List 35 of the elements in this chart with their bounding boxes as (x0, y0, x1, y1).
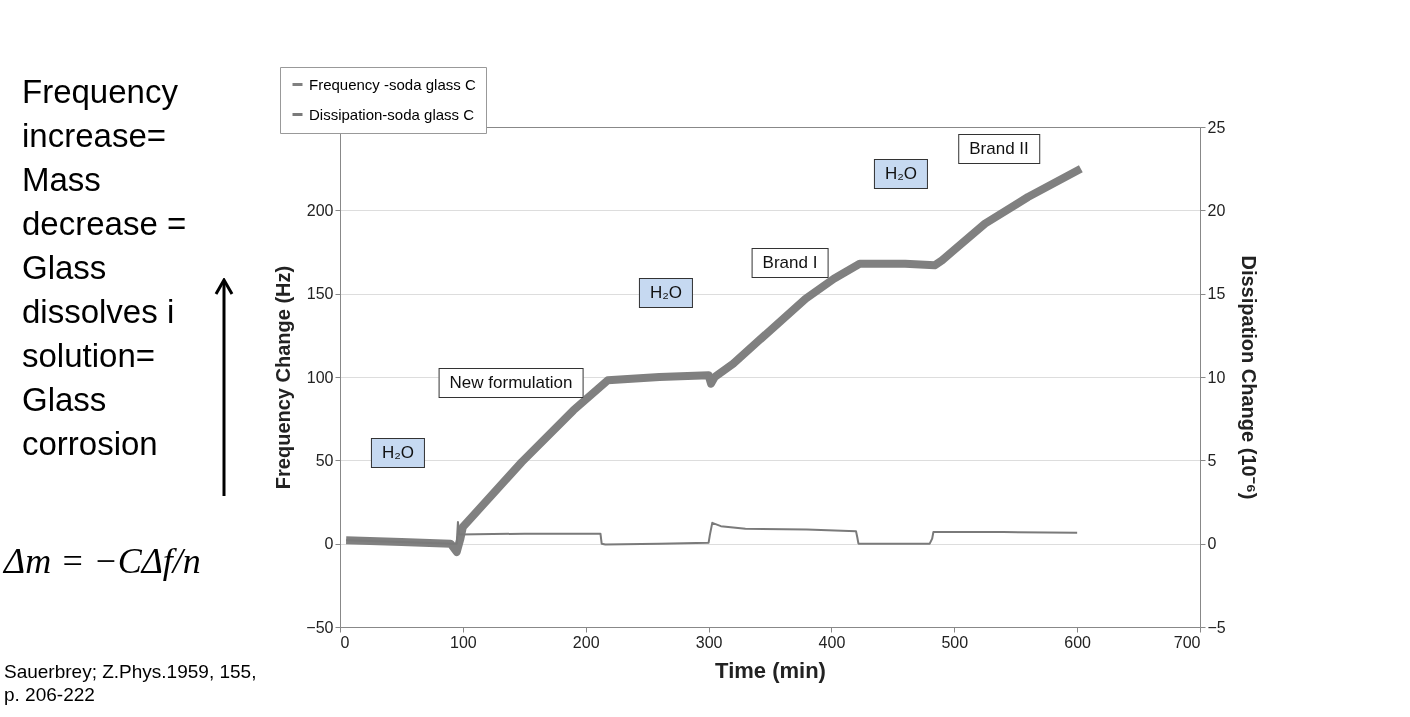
x-tick-label: 500 (941, 633, 969, 651)
x-tick-label: 100 (450, 633, 477, 651)
y2-tick-label: 10 (1207, 368, 1226, 386)
annotation: H₂O (638, 278, 694, 308)
text: Frequency increase= Mass decrease = Glass dissolves i solution= Glass corrosion (22, 73, 187, 462)
x-tick-label: 300 (695, 633, 723, 651)
y2-tick-label: −5 (1207, 618, 1226, 636)
annotation: H₂O (370, 438, 426, 468)
y-tick-label: 150 (306, 285, 334, 303)
annotation: Brand I (751, 248, 829, 278)
y-tick-label: 100 (306, 368, 334, 386)
annotation: Brand II (958, 134, 1040, 164)
x-tick-label: 400 (818, 633, 846, 651)
text: Sauerbrey; Z.Phys.1959, 155, p. 206-222 (4, 660, 266, 706)
annotation: New formulation (438, 368, 584, 398)
x-tick-label: 700 (1173, 633, 1201, 651)
text: Δm = −CΔf/n (4, 540, 201, 582)
x-tick-label: 200 (572, 633, 600, 651)
x-axis-title: Time (min) (715, 657, 826, 683)
annotation: H₂O (873, 159, 929, 189)
y-tick-label: 200 (306, 201, 334, 219)
y2-tick-label: 20 (1207, 201, 1226, 219)
y2-tick-label: 25 (1207, 118, 1226, 136)
y-axis-title: Frequency Change (Hz) (272, 265, 295, 490)
y-tick-label: 0 (324, 535, 334, 553)
x-tick-label: 0 (340, 633, 350, 651)
y2-tick-label: 15 (1207, 285, 1226, 303)
x-tick-label: 600 (1064, 633, 1092, 651)
y-tick-label: −50 (306, 618, 334, 636)
y-tick-label: 50 (315, 451, 334, 469)
y2-tick-label: 0 (1207, 535, 1217, 553)
legend-label: Frequency -soda glass C (309, 75, 476, 93)
legend-label: Dissipation-soda glass C (309, 105, 475, 123)
y2-tick-label: 5 (1207, 451, 1217, 469)
y2-axis-title: Dissipation Change (10⁻⁶) (1237, 255, 1260, 500)
